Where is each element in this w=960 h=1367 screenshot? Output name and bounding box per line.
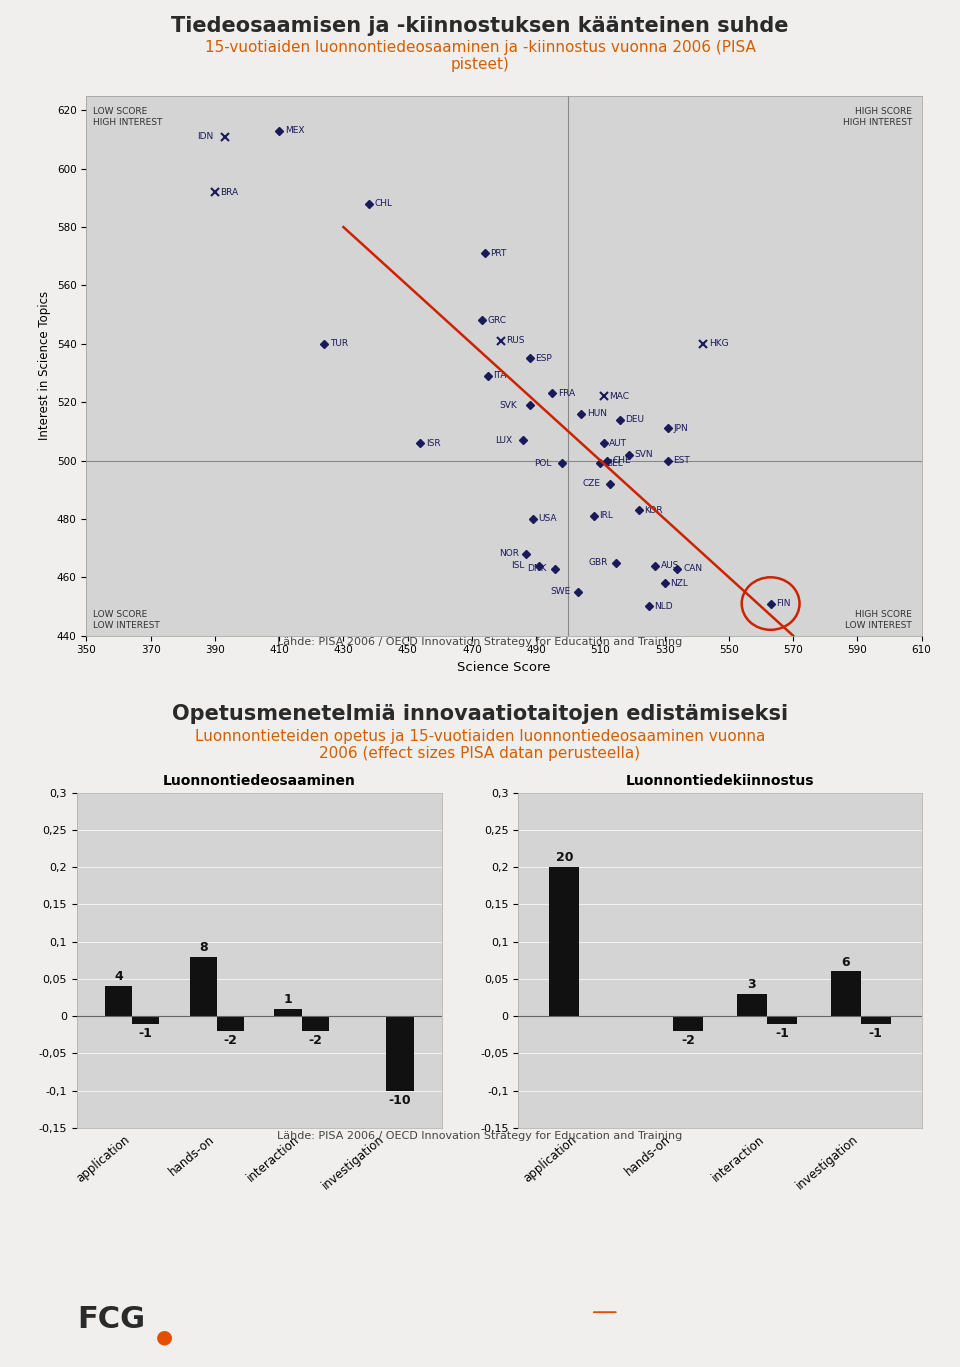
Text: ITA: ITA (493, 372, 507, 380)
Title: Luonnontiedekiinnostus: Luonnontiedekiinnostus (626, 774, 814, 787)
X-axis label: Science Score: Science Score (457, 660, 551, 674)
Text: GBR: GBR (588, 558, 608, 567)
Text: 1: 1 (283, 992, 293, 1006)
Bar (301, 1016, 328, 1031)
Text: Tiedeosaamisen ja -kiinnostuksen käänteinen suhde: Tiedeosaamisen ja -kiinnostuksen kääntei… (171, 16, 789, 37)
Text: KOR: KOR (644, 506, 663, 514)
Text: IRL: IRL (599, 511, 613, 521)
Text: EST: EST (673, 457, 690, 465)
Text: CZE: CZE (582, 480, 600, 488)
Bar (275, 1009, 301, 1016)
Text: Luonnontieteiden opetus ja 15-vuotiaiden luonnontiedeosaaminen vuonna: Luonnontieteiden opetus ja 15-vuotiaiden… (195, 729, 765, 744)
Text: AUS: AUS (660, 560, 679, 570)
Text: LOW SCORE
LOW INTEREST: LOW SCORE LOW INTEREST (93, 611, 159, 630)
Text: FRA: FRA (558, 388, 575, 398)
Bar (217, 1016, 244, 1031)
Bar (105, 987, 132, 1016)
Text: CHE: CHE (612, 457, 631, 465)
Text: SVN: SVN (635, 450, 654, 459)
Text: -10: -10 (389, 1094, 411, 1106)
Text: -2: -2 (682, 1033, 695, 1047)
Text: LUX: LUX (495, 436, 513, 444)
Bar (830, 972, 861, 1016)
Text: RUS: RUS (506, 336, 525, 346)
Text: HUN: HUN (587, 409, 607, 418)
Text: LOW SCORE
HIGH INTEREST: LOW SCORE HIGH INTEREST (93, 108, 162, 127)
Text: -2: -2 (224, 1033, 237, 1047)
Text: -1: -1 (775, 1027, 789, 1039)
Bar (767, 1016, 797, 1024)
Text: TUR: TUR (329, 339, 348, 349)
Text: JPN: JPN (673, 424, 688, 433)
Text: Opetusmenetelmiä innovaatiotaitojen edistämiseksi: Opetusmenetelmiä innovaatiotaitojen edis… (172, 704, 788, 725)
Text: HIGH SCORE
LOW INTEREST: HIGH SCORE LOW INTEREST (845, 611, 912, 630)
Text: SWE: SWE (550, 588, 570, 596)
Text: PRT: PRT (491, 249, 507, 258)
Text: NOR: NOR (498, 550, 518, 559)
Text: -1: -1 (869, 1027, 882, 1039)
Text: -2: -2 (308, 1033, 323, 1047)
Text: CAN: CAN (683, 565, 702, 573)
Text: Lähde: PISA 2006 / OECD Innovation Strategy for Education and Training: Lähde: PISA 2006 / OECD Innovation Strat… (277, 1132, 683, 1141)
Text: 3: 3 (748, 977, 756, 991)
Text: BRA: BRA (221, 187, 239, 197)
Title: Luonnontiedeosaaminen: Luonnontiedeosaaminen (163, 774, 355, 787)
Text: CHL: CHL (374, 200, 393, 208)
Y-axis label: Interest in Science Topics: Interest in Science Topics (38, 291, 52, 440)
Bar (190, 957, 217, 1016)
Text: 15-vuotiaiden luonnontiedeosaaminen ja -kiinnostus vuonna 2006 (PISA: 15-vuotiaiden luonnontiedeosaaminen ja -… (204, 40, 756, 55)
Text: Lähde: PISA 2006 / OECD Innovation Strategy for Education and Training: Lähde: PISA 2006 / OECD Innovation Strat… (277, 637, 683, 647)
Text: POL: POL (534, 459, 551, 468)
Text: HKG: HKG (708, 339, 729, 349)
Text: MAC: MAC (610, 392, 629, 401)
Bar (861, 1016, 891, 1024)
Text: FIN: FIN (777, 599, 791, 608)
Bar (673, 1016, 703, 1031)
Text: 8: 8 (199, 940, 207, 954)
Text: 2006 (effect sizes PISA datan perusteella): 2006 (effect sizes PISA datan perusteell… (320, 746, 640, 761)
Text: SVK: SVK (499, 401, 516, 410)
Text: ●: ● (156, 1327, 173, 1346)
Text: 6: 6 (841, 956, 850, 968)
Text: DEU: DEU (625, 416, 644, 424)
Text: 4: 4 (114, 971, 123, 983)
Text: pisteet): pisteet) (450, 57, 510, 72)
Bar (132, 1016, 159, 1024)
Text: 20: 20 (556, 852, 573, 864)
Text: BEL: BEL (606, 459, 623, 468)
Text: ISL: ISL (512, 560, 525, 570)
Text: IDN: IDN (197, 133, 213, 141)
Text: -1: -1 (138, 1027, 153, 1039)
Bar (737, 994, 767, 1016)
Text: DNK: DNK (528, 565, 547, 573)
Text: FCG: FCG (77, 1305, 145, 1334)
Text: NZL: NZL (670, 578, 688, 588)
Text: HIGH SCORE
HIGH INTEREST: HIGH SCORE HIGH INTEREST (843, 108, 912, 127)
Text: GRC: GRC (487, 316, 506, 325)
Text: USA: USA (539, 514, 557, 524)
Bar (549, 867, 579, 1016)
Text: ESP: ESP (536, 354, 552, 362)
Text: MEX: MEX (285, 126, 304, 135)
Text: NLD: NLD (654, 601, 673, 611)
Text: ISR: ISR (426, 439, 441, 447)
Text: AUT: AUT (610, 439, 627, 447)
Bar (387, 1016, 414, 1091)
